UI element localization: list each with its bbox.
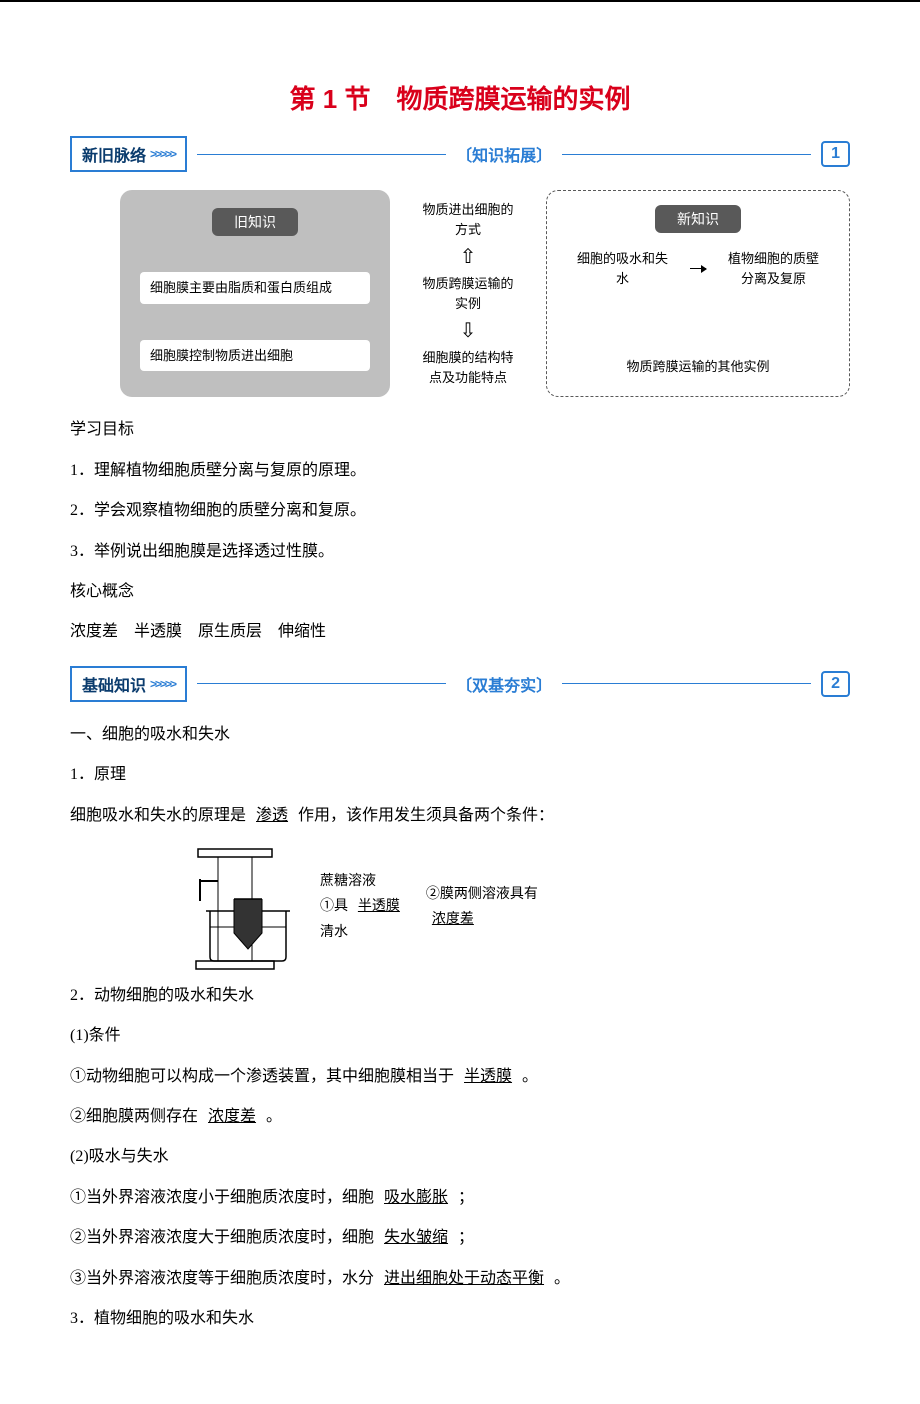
text-fragment: 。 [554, 1270, 570, 1287]
header-line [197, 154, 446, 155]
text-fragment: ①当外界溶液浓度小于细胞质浓度时，细胞 [70, 1189, 374, 1206]
arrow-down-icon: ⇩ [460, 321, 477, 341]
flow-new-box-2: 物质跨膜运输的其他实例 [565, 351, 831, 383]
blank-answer: 失水皱缩 [378, 1229, 454, 1246]
text-fragment: ②当外界溶液浓度大于细胞质浓度时，细胞 [70, 1229, 374, 1246]
absorb-lose-heading: (2)吸水与失水 [70, 1142, 850, 1172]
header-line [197, 683, 446, 684]
osmosis-labels: 蔗糖溶液 ①具 半透膜 清水 [320, 868, 406, 944]
header-line [562, 683, 811, 684]
section-number-1: 1 [821, 141, 850, 167]
blank-answer: 吸水膨胀 [378, 1189, 454, 1206]
text-fragment: ②细胞膜两侧存在 [70, 1108, 198, 1125]
flow-old-box-1: 细胞膜主要由脂质和蛋白质组成 [140, 272, 370, 304]
goal-1: 1．理解植物细胞质壁分离与复原的原理。 [70, 456, 850, 486]
flow-old-header: 旧知识 [212, 208, 298, 236]
flow-old-knowledge: 旧知识 细胞膜主要由脂质和蛋白质组成 细胞膜控制物质进出细胞 [120, 190, 390, 397]
principle-text: 细胞吸水和失水的原理是 渗透 作用，该作用发生须具备两个条件： [70, 801, 850, 831]
section-number-2: 2 [821, 671, 850, 697]
badge-jichu: 基础知识 >>>>> [70, 666, 187, 702]
plant-cell-heading: 3．植物细胞的吸水和失水 [70, 1304, 850, 1334]
absorb-lose-1: ①当外界溶液浓度小于细胞质浓度时，细胞 吸水膨胀 ； [70, 1183, 850, 1213]
badge-arrow-icon: >>>>> [150, 147, 175, 161]
goal-2: 2．学会观察植物细胞的质壁分离和复原。 [70, 496, 850, 526]
text-fragment: ； [458, 1229, 474, 1246]
badge-text: 基础知识 [82, 672, 146, 696]
flow-new-knowledge: 新知识 细胞的吸水和失水 植物细胞的质壁分离及复原 物质跨膜运输的其他实例 [546, 190, 850, 397]
section-label-1: 〔知识拓展〕 [456, 142, 552, 166]
text-fragment: ①动物细胞可以构成一个渗透装置，其中细胞膜相当于 [70, 1068, 454, 1085]
text-fragment: ②膜两侧溶液具有 [426, 885, 538, 901]
badge-arrow-icon: >>>>> [150, 677, 175, 691]
animal-cell-heading: 2．动物细胞的吸水和失水 [70, 981, 850, 1011]
flow-new-header: 新知识 [655, 205, 741, 233]
blank-answer: 半透膜 [458, 1068, 518, 1085]
text-fragment: ③当外界溶液浓度等于细胞质浓度时，水分 [70, 1270, 374, 1287]
condition-2: ②细胞膜两侧存在 浓度差 。 [70, 1102, 850, 1132]
goal-3: 3．举例说出细胞膜是选择透过性膜。 [70, 537, 850, 567]
text-fragment: 。 [522, 1068, 538, 1085]
label-sucrose: 蔗糖溶液 [320, 868, 406, 893]
flow-bottom-box: 细胞膜的结构特点及功能特点 [408, 342, 528, 393]
blank-answer: 半透膜 [352, 897, 406, 913]
header-line [562, 154, 811, 155]
flow-new-box-1a: 细胞的吸水和失水 [565, 243, 680, 294]
text-fragment: ； [458, 1189, 474, 1206]
flow-center-column: 物质进出细胞的方式 ⇧ 物质跨膜运输的实例 ⇩ 细胞膜的结构特点及功能特点 [408, 190, 528, 397]
flow-top-box: 物质进出细胞的方式 [408, 194, 528, 245]
concepts-heading: 核心概念 [70, 577, 850, 607]
label-water: 清水 [320, 919, 406, 944]
section-header-1: 新旧脉络 >>>>> 〔知识拓展〕 1 [70, 136, 850, 172]
badge-text: 新旧脉络 [82, 142, 146, 166]
page-title: 第 1 节 物质跨膜运输的实例 [70, 79, 850, 116]
arrow-up-icon: ⇧ [460, 247, 477, 267]
text-fragment: ①具 [320, 897, 348, 913]
knowledge-flowchart: 旧知识 细胞膜主要由脂质和蛋白质组成 细胞膜控制物质进出细胞 物质进出细胞的方式… [120, 190, 850, 397]
flow-old-box-2: 细胞膜控制物质进出细胞 [140, 340, 370, 372]
text-fragment: 细胞吸水和失水的原理是 [70, 807, 246, 824]
condition-1: ①动物细胞可以构成一个渗透装置，其中细胞膜相当于 半透膜 。 [70, 1062, 850, 1092]
osmosis-diagram: 蔗糖溶液 ①具 半透膜 清水 ②膜两侧溶液具有 浓度差 [170, 841, 850, 971]
flow-center-box: 物质跨膜运输的实例 [408, 268, 528, 319]
learning-goals: 学习目标 1．理解植物细胞质壁分离与复原的原理。 2．学会观察植物细胞的质壁分离… [70, 415, 850, 647]
condition-heading: (1)条件 [70, 1021, 850, 1051]
flow-new-row-1: 细胞的吸水和失水 植物细胞的质壁分离及复原 [565, 243, 831, 294]
blank-answer: 浓度差 [426, 910, 480, 926]
blank-answer: 渗透 [250, 807, 294, 824]
label-membrane: ①具 半透膜 [320, 893, 406, 918]
content-body: 一、细胞的吸水和失水 1．原理 细胞吸水和失水的原理是 渗透 作用，该作用发生须… [70, 720, 850, 1335]
goals-heading: 学习目标 [70, 415, 850, 445]
osmosis-condition-2: ②膜两侧溶液具有 浓度差 [426, 881, 538, 931]
apparatus-illustration [170, 841, 300, 971]
concepts-items: 浓度差 半透膜 原生质层 伸缩性 [70, 617, 850, 647]
blank-answer: 浓度差 [202, 1108, 262, 1125]
text-fragment: 。 [266, 1108, 282, 1125]
section-header-2: 基础知识 >>>>> 〔双基夯实〕 2 [70, 666, 850, 702]
arrow-right-icon [690, 268, 706, 269]
section-heading-1: 一、细胞的吸水和失水 [70, 720, 850, 750]
text-fragment: 作用，该作用发生须具备两个条件： [298, 807, 554, 824]
flow-new-box-1b: 植物细胞的质壁分离及复原 [716, 243, 831, 294]
badge-xinjiu: 新旧脉络 >>>>> [70, 136, 187, 172]
absorb-lose-2: ②当外界溶液浓度大于细胞质浓度时，细胞 失水皱缩 ； [70, 1223, 850, 1253]
principle-heading: 1．原理 [70, 760, 850, 790]
section-label-2: 〔双基夯实〕 [456, 672, 552, 696]
blank-answer: 进出细胞处于动态平衡 [378, 1270, 550, 1287]
absorb-lose-3: ③当外界溶液浓度等于细胞质浓度时，水分 进出细胞处于动态平衡 。 [70, 1264, 850, 1294]
